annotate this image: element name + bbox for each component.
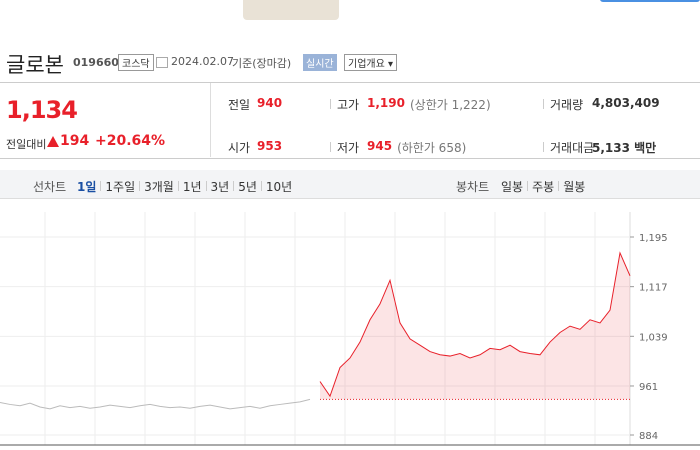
tab[interactable]: 10년 xyxy=(265,180,293,194)
y-tick-label: 961 xyxy=(639,382,658,393)
separator xyxy=(233,181,235,191)
tab[interactable]: 1년 xyxy=(182,180,202,194)
stock-name: 글로본 xyxy=(6,53,64,77)
separator xyxy=(543,99,544,109)
field-value: 4,803,409 xyxy=(592,96,660,110)
change-rate: +20.64% xyxy=(95,133,166,149)
ad-button[interactable] xyxy=(600,0,700,2)
ad-image xyxy=(243,0,339,20)
field-value: 945 xyxy=(367,139,393,153)
tab[interactable]: 5년 xyxy=(238,180,257,194)
divider xyxy=(210,83,211,157)
up-arrow xyxy=(47,136,59,147)
separator xyxy=(177,181,179,191)
tab-group-label: 봉차트 xyxy=(456,180,490,194)
field-label: 거래량 xyxy=(550,98,584,112)
separator xyxy=(139,181,141,191)
y-tick-label: 1,195 xyxy=(639,233,668,244)
basis: 기준(장마감) xyxy=(232,57,292,70)
realtime-button[interactable]: 실시간 xyxy=(303,54,337,71)
separator xyxy=(205,181,207,191)
separator xyxy=(100,181,102,191)
y-tick-label: 1,039 xyxy=(639,332,668,343)
company-info: 기업개요 xyxy=(348,59,385,70)
tab[interactable]: 3개월 xyxy=(144,180,174,194)
field-label: 거래대금 xyxy=(550,141,595,155)
field-label: 전일 xyxy=(228,98,251,112)
market-badge: 코스닥 xyxy=(118,54,154,71)
calendar-icon xyxy=(156,57,168,68)
company-info-button[interactable]: 기업개요 ▾ xyxy=(344,54,398,71)
date: 2024.02.07 xyxy=(171,55,234,68)
tab[interactable]: 일봉 xyxy=(501,180,524,194)
line xyxy=(319,251,631,398)
y-tick-label: 884 xyxy=(639,431,658,442)
y-tick-label: 1,117 xyxy=(639,283,668,294)
field-note: (상한가 1,222) xyxy=(409,98,491,112)
change-label: 전일대비 xyxy=(6,138,47,151)
separator xyxy=(260,181,262,191)
tab[interactable]: 월봉 xyxy=(563,180,586,194)
tab-bar xyxy=(0,170,700,199)
tab[interactable]: 1주일 xyxy=(105,180,136,194)
separator xyxy=(543,142,544,152)
line xyxy=(0,398,311,410)
tab-group-label: 선차트 xyxy=(33,180,67,194)
field-value: 940 xyxy=(257,96,283,110)
field-value: 953 xyxy=(257,139,283,153)
separator xyxy=(330,99,331,109)
change: 194 xyxy=(60,133,90,149)
tab[interactable]: 주봉 xyxy=(532,180,555,194)
field-label: 시가 xyxy=(228,141,251,155)
field-label: 고가 xyxy=(337,98,360,112)
field-note: (하한가 658) xyxy=(397,141,467,155)
tab[interactable]: 1일 xyxy=(77,180,97,194)
price: 1,134 xyxy=(6,96,78,124)
separator xyxy=(558,181,560,191)
field-label: 저가 xyxy=(337,141,360,155)
separator xyxy=(527,181,529,191)
tab[interactable]: 3년 xyxy=(210,180,230,194)
field-value: 1,190 xyxy=(367,96,405,110)
field-value: 5,133 백만 xyxy=(592,141,657,155)
summary-box xyxy=(0,82,700,159)
separator xyxy=(330,142,331,152)
area xyxy=(320,252,630,400)
stock-code: 019660 xyxy=(73,56,119,69)
